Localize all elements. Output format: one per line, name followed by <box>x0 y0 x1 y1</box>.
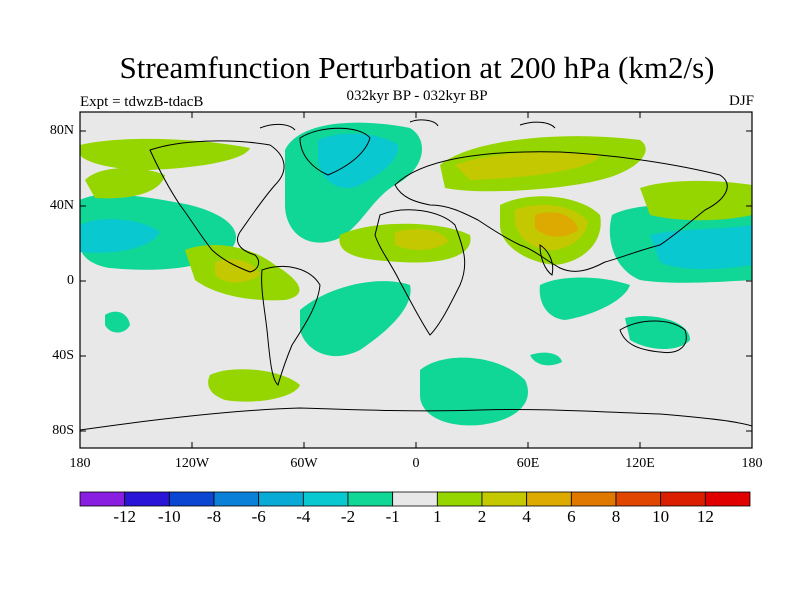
colorbar-swatch <box>258 491 304 507</box>
lon-label-0: 0 <box>412 456 420 471</box>
coastlines <box>80 119 752 431</box>
coastline-india <box>539 244 554 276</box>
colorbar-label: -8 <box>206 507 222 526</box>
colorbar-swatch <box>526 491 572 507</box>
colorbar-label: -1 <box>385 507 400 526</box>
contour-positive-southeast-pacific <box>208 369 300 402</box>
lon-label-180e: 180 <box>741 456 763 471</box>
contour-positive-east-pacific-core <box>215 259 260 283</box>
colorbar-label: -10 <box>157 507 181 526</box>
lat-label-80s: 80S <box>52 423 74 438</box>
colorbar-swatch <box>79 491 126 507</box>
contour-positive-africa-core <box>395 229 448 250</box>
coastline-eurasia <box>394 151 728 272</box>
colorbar-swatch <box>704 491 751 507</box>
contour-positive-north-pacific <box>85 168 165 199</box>
experiment-label: Expt = tdwzB-tdacB <box>80 94 204 110</box>
colorbar-label: -12 <box>113 507 136 526</box>
coastline-arctic-islands <box>259 119 556 131</box>
colorbar <box>79 491 751 507</box>
colorbar-swatch <box>347 491 394 507</box>
map-subtitle: 032kyr BP - 032kyr BP <box>346 88 488 104</box>
colorbar-swatch <box>660 491 706 507</box>
colorbar-swatch <box>168 491 215 507</box>
colorbar-label: -6 <box>251 507 266 526</box>
lon-label-120e: 120E <box>625 456 655 471</box>
contour-negative-west-pacific-core <box>650 225 752 270</box>
colorbar-label: -4 <box>296 507 311 526</box>
contour-negative-south-indian <box>530 352 562 366</box>
lat-label-0: 0 <box>67 273 74 288</box>
lon-label-120w: 120W <box>174 456 210 471</box>
colorbar-swatch <box>213 491 260 507</box>
colorbar-swatch <box>436 491 483 507</box>
lon-label-60w: 60W <box>290 456 318 471</box>
coastline-south-america <box>261 266 321 386</box>
coastline-greenland <box>299 127 371 176</box>
coastline-australia <box>619 320 687 354</box>
colorbar-swatch <box>481 491 528 507</box>
colorbar-swatch <box>302 491 349 507</box>
season-label: DJF <box>728 93 754 109</box>
contour-positive-arctic <box>80 138 250 170</box>
lon-label-60e: 60E <box>516 456 540 471</box>
contour-negative-indian-ocean <box>539 277 630 320</box>
axis-ticks <box>80 112 752 448</box>
colorbar-swatch <box>392 491 438 507</box>
colorbar-label: 6 <box>567 507 576 526</box>
colorbar-label: 8 <box>611 507 621 526</box>
colorbar-label: 12 <box>696 507 714 526</box>
lat-label-40s: 40S <box>52 348 74 363</box>
lat-label-40n: 40N <box>49 198 74 213</box>
colorbar-swatch <box>124 491 170 507</box>
map-title: Streamfunction Perturbation at 200 hPa (… <box>119 50 715 85</box>
colorbar-label: 4 <box>522 507 531 526</box>
contour-negative-south-atlantic <box>300 281 411 357</box>
contour-negative-southern-ocean <box>420 357 528 426</box>
contour-negative-south-pacific <box>105 311 130 333</box>
colorbar-label: 1 <box>433 507 442 526</box>
coastline-africa <box>374 209 466 336</box>
contour-positive-asia-core <box>535 212 578 237</box>
contour-negative-nh-atlantic-core <box>318 133 399 189</box>
colorbar-label: 10 <box>652 507 670 526</box>
coastline-antarctica <box>80 407 752 431</box>
contour-negative-pacific-core <box>80 219 160 253</box>
colorbar-swatch <box>615 491 662 507</box>
contour-positive-pacific-northwest <box>640 180 752 221</box>
contour-positive-eurasia-core <box>455 151 600 180</box>
lon-label-180w: 180 <box>69 456 91 471</box>
colorbar-label: -2 <box>340 507 356 526</box>
contour-fields <box>80 122 752 426</box>
lat-label-80n: 80N <box>49 123 74 138</box>
colorbar-label: 2 <box>477 507 487 526</box>
colorbar-swatch <box>570 491 617 507</box>
coastline-north-america <box>149 140 285 273</box>
